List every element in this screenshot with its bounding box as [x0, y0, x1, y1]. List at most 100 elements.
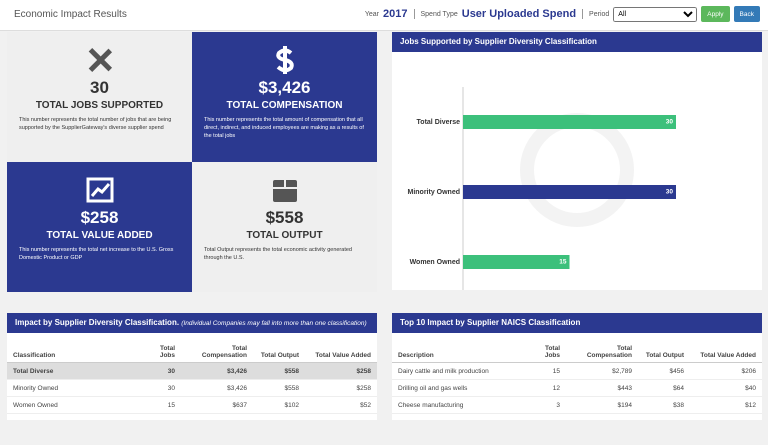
table-cell: 12	[522, 379, 566, 397]
column-header: Description	[392, 333, 522, 363]
table-cell: 30	[137, 362, 181, 380]
tile-value: $258	[80, 208, 119, 227]
table-cell: Total Diverse	[7, 362, 137, 380]
back-button[interactable]: Back	[733, 6, 760, 22]
column-header: Total Output	[638, 333, 690, 363]
icon	[88, 47, 112, 73]
y-tick-label: Total Diverse	[417, 119, 461, 126]
table-cell: $443	[566, 379, 638, 397]
table-title: Impact by Supplier Diversity Classificat…	[15, 318, 180, 327]
column-header: Total Output	[253, 333, 305, 363]
table-cell: $52	[305, 396, 377, 414]
table-row: Cheese manufacturing 3 $194 $38 $12	[392, 396, 762, 414]
table-title-bar: Top 10 Impact by Supplier NAICS Classifi…	[392, 313, 762, 333]
table: Classification Total Jobs Total Compensati…	[7, 333, 377, 414]
table-cell: $2,789	[566, 362, 638, 380]
tile: $258 TOTAL VALUE ADDED This number represe…	[7, 162, 192, 292]
table-cell: 3	[522, 396, 566, 414]
column-header: Total Jobs	[137, 333, 181, 363]
data-label: 15	[559, 259, 567, 266]
icon	[272, 180, 297, 202]
table-cell: $258	[305, 362, 377, 380]
year-label: Year	[364, 10, 380, 18]
table-row: Dairy cattle and milk production 15 $2,789…	[392, 362, 762, 380]
page-title: Economic Impact Results	[14, 9, 127, 20]
period-select[interactable]: All	[613, 6, 698, 22]
tile: $3,426 TOTAL COMPENSATION This number repr…	[192, 32, 377, 162]
chart-title: Jobs Supported by Supplier Diversity Cla…	[392, 32, 762, 52]
bar	[463, 255, 570, 269]
period-label: Period	[589, 10, 610, 18]
tile-title: TOTAL JOBS SUPPORTED	[35, 100, 164, 111]
table-note: (Individual Companies may fall into more…	[181, 320, 367, 327]
tile-title: TOTAL COMPENSATION	[226, 100, 343, 111]
year: 2017	[383, 8, 408, 20]
y-tick-label: Minority Owned	[408, 189, 461, 196]
tile-value: 30	[90, 78, 109, 97]
table-cell: $558	[253, 379, 305, 397]
table-cell: $38	[638, 396, 690, 414]
tile-title: TOTAL VALUE ADDED	[46, 230, 153, 241]
table-cell: $64	[638, 379, 690, 397]
column-header: Total Value Added	[690, 333, 762, 363]
table-title-bar: Impact by Supplier Diversity Classificat…	[7, 313, 377, 333]
top-bar: Economic Impact Results Year 2017 Spend …	[0, 0, 768, 31]
table-cell: $637	[181, 396, 253, 414]
tile-icon	[19, 176, 180, 204]
spend-type: User Uploaded Spend	[461, 8, 577, 20]
bar	[463, 185, 676, 199]
table-title: Top 10 Impact by Supplier NAICS Classifi…	[400, 318, 581, 327]
table-cell: Drilling oil and gas wells	[392, 379, 522, 397]
tile-title: TOTAL OUTPUT	[246, 230, 323, 241]
y-tick-label: Women Owned	[410, 259, 460, 266]
tile-icon	[204, 46, 365, 74]
table-cell: Dairy cattle and milk production	[392, 362, 522, 380]
tile-value: $3,426	[258, 78, 311, 97]
table-cell: $3,426	[181, 379, 253, 397]
table-row: Total Diverse 30 $3,426 $558 $258	[7, 362, 377, 380]
data-label: 30	[666, 119, 674, 126]
table-cell: $12	[690, 396, 762, 414]
table-cell: $3,426	[181, 362, 253, 380]
tile-description: Total Output represents the total econom…	[204, 247, 352, 261]
table-panel: Top 10 Impact by Supplier NAICS Classifi…	[392, 313, 762, 420]
table-cell: 15	[522, 362, 566, 380]
icon	[275, 46, 294, 74]
separator	[413, 9, 415, 19]
spend-type-label: Spend Type	[420, 10, 458, 18]
tile-description: This number represents the total net inc…	[19, 247, 174, 261]
table-cell: $258	[305, 379, 377, 397]
column-header: Total Jobs	[522, 333, 566, 363]
apply-button[interactable]: Apply	[701, 6, 730, 22]
tile-description: This number represents the total amount …	[204, 117, 364, 139]
tile: $558 TOTAL OUTPUT Total Output represents …	[192, 162, 377, 292]
table-cell: $194	[566, 396, 638, 414]
table-row: Minority Owned 30 $3,426 $558 $258	[7, 379, 377, 397]
table-cell: $40	[690, 379, 762, 397]
tile: 30 TOTAL JOBS SUPPORTED This number repres…	[7, 32, 192, 162]
table-cell: 30	[137, 379, 181, 397]
controls: Year 2017 Spend Type User Uploaded Spend…	[365, 6, 760, 22]
watermark	[520, 113, 634, 227]
tile-description: This number represents the total number …	[19, 117, 172, 131]
bar	[463, 115, 676, 129]
column-header: Total Value Added	[305, 333, 377, 363]
table-row: Women Owned 15 $637 $102 $52	[7, 396, 377, 414]
table-cell: $102	[253, 396, 305, 414]
table: Description Total Jobs Total Compensation T…	[392, 333, 762, 414]
table-cell: 15	[137, 396, 181, 414]
table-cell: $558	[253, 362, 305, 380]
header-row: Description Total Jobs Total Compensation T…	[392, 333, 762, 363]
column-header: Total Compensation	[181, 333, 253, 363]
tile-value: $558	[265, 208, 304, 227]
table-cell: $206	[690, 362, 762, 380]
tile-icon	[204, 176, 365, 204]
data-label: 30	[666, 189, 674, 196]
table-panel: Impact by Supplier Diversity Classificat…	[7, 313, 377, 420]
column-header: Classification	[7, 333, 137, 363]
table-cell: Women Owned	[7, 396, 137, 414]
table-cell: Cheese manufacturing	[392, 396, 522, 414]
table-cell: Minority Owned	[7, 379, 137, 397]
